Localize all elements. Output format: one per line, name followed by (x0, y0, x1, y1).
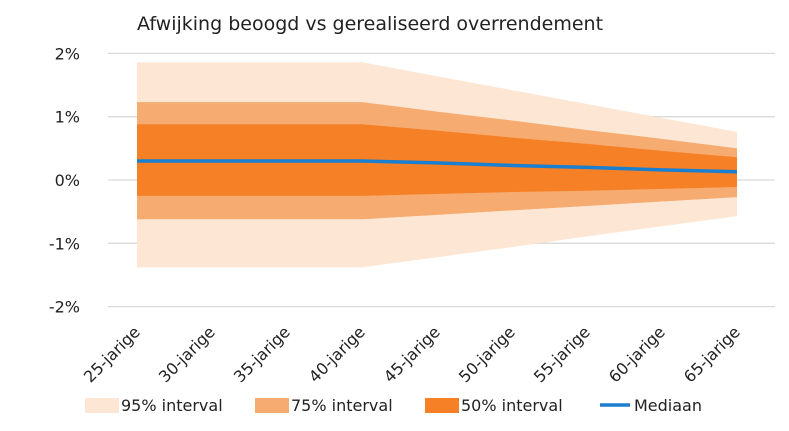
x-tick-label: 65-jarige (680, 322, 744, 386)
x-tick-label: 30-jarige (155, 322, 219, 386)
x-tick-label: 50-jarige (455, 322, 519, 386)
y-tick-label: -2% (49, 298, 80, 317)
y-tick-label: 2% (55, 44, 80, 63)
x-tick-label: 35-jarige (230, 322, 294, 386)
median-line (137, 159, 738, 174)
legend-swatch (255, 398, 289, 413)
x-tick-label: 45-jarige (380, 322, 444, 386)
legend-label: Mediaan (634, 396, 702, 415)
x-tick-label: 55-jarige (530, 322, 594, 386)
x-tick-label: 25-jarige (80, 322, 144, 386)
legend-swatch (85, 398, 119, 413)
y-tick-label: 0% (55, 171, 80, 190)
y-tick-label: -1% (49, 234, 80, 253)
x-tick-label: 60-jarige (605, 322, 669, 386)
y-tick-label: 1% (55, 108, 80, 127)
legend-label: 75% interval (291, 396, 393, 415)
chart-title: Afwijking beoogd vs gerealiseerd overren… (137, 13, 603, 35)
legend-label: 95% interval (121, 396, 223, 415)
legend-swatch (425, 398, 459, 413)
band-50-interval (137, 124, 737, 196)
legend-label: 50% interval (461, 396, 563, 415)
x-tick-label: 40-jarige (305, 322, 369, 386)
